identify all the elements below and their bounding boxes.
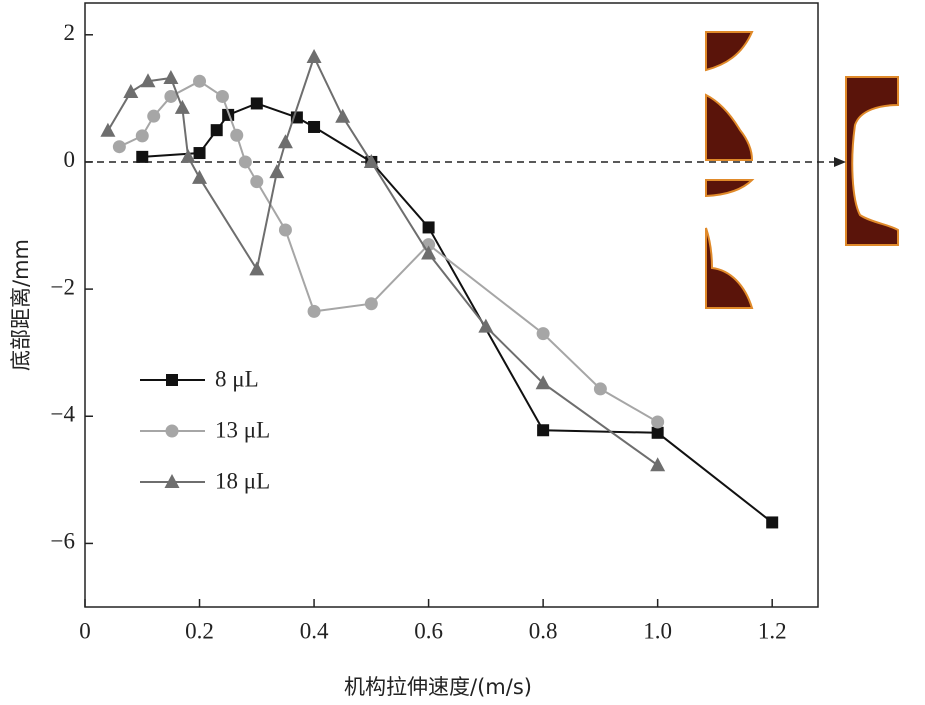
data-point (136, 150, 149, 163)
legend-marker (165, 424, 179, 438)
legend-label: 13 μL (215, 417, 270, 442)
data-point (766, 516, 779, 529)
data-point (593, 382, 607, 396)
data-point (249, 261, 265, 276)
legend-label: 8 μL (215, 366, 259, 391)
data-point (210, 124, 223, 137)
data-point (535, 375, 551, 390)
data-point (180, 148, 196, 163)
data-point (230, 128, 244, 142)
data-point (215, 89, 229, 103)
series-line (107, 54, 659, 467)
data-point (537, 424, 550, 437)
data-point (100, 122, 116, 137)
data-point (363, 153, 379, 168)
data-point (307, 304, 321, 318)
x-tick-label: 0.8 (529, 618, 558, 643)
y-tick-label: 0 (64, 147, 76, 172)
x-tick-label: 0.6 (414, 618, 443, 643)
data-point (164, 89, 178, 103)
data-point (278, 223, 292, 237)
data-point (147, 109, 161, 123)
x-tick-label: 0.2 (185, 618, 214, 643)
x-tick-label: 1.2 (758, 618, 787, 643)
data-point (174, 99, 190, 114)
data-point (123, 84, 139, 99)
legend-label: 18 μL (215, 468, 270, 493)
data-point (277, 134, 293, 149)
data-point (650, 457, 666, 472)
x-tick-label: 1.0 (643, 618, 672, 643)
data-point (238, 155, 252, 169)
data-point (193, 74, 207, 88)
data-point (140, 73, 156, 88)
data-point (422, 221, 435, 234)
x-axis-label: 机构拉伸速度/(m/s) (344, 675, 532, 699)
data-point (364, 297, 378, 311)
data-point (250, 175, 264, 189)
data-point (536, 327, 550, 341)
data-point (306, 49, 322, 64)
droplet-images (705, 31, 899, 309)
data-point (335, 108, 351, 123)
series-line (118, 80, 659, 423)
data-point (651, 426, 664, 439)
data-point (478, 318, 494, 333)
data-point (163, 70, 179, 85)
data-point (269, 164, 285, 179)
y-tick-label: −2 (51, 274, 75, 299)
legend-marker (164, 474, 180, 488)
y-tick-label: −6 (51, 529, 75, 554)
data-point (193, 147, 206, 160)
x-tick-label: 0 (79, 618, 91, 643)
data-point (250, 97, 263, 110)
arrow-head (834, 156, 846, 167)
data-point (192, 169, 208, 184)
y-tick-label: 2 (64, 20, 76, 45)
data-point (651, 415, 665, 429)
data-point (421, 245, 437, 260)
series-line (142, 102, 773, 524)
x-tick-label: 0.4 (300, 618, 329, 643)
data-point (135, 129, 149, 143)
data-point (112, 140, 126, 154)
plot-frame (84, 2, 819, 608)
data-point (308, 120, 321, 133)
y-axis-label: 底部距离/mm (9, 239, 33, 371)
legend-marker (166, 374, 178, 386)
y-tick-label: −4 (51, 402, 76, 427)
